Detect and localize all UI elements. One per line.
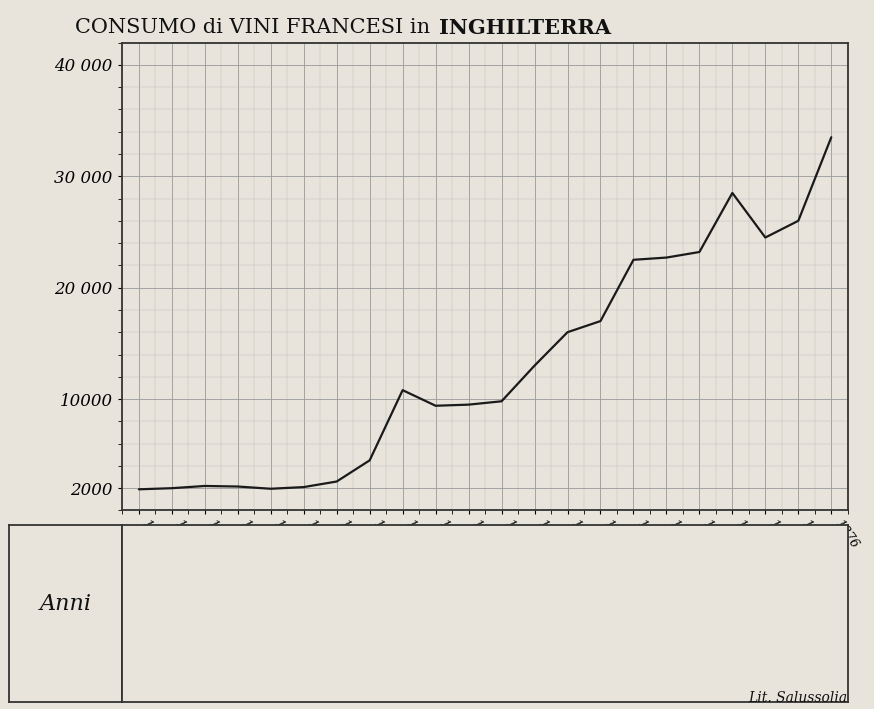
Text: CONSUMO di VINI FRANCESI in: CONSUMO di VINI FRANCESI in	[75, 18, 437, 37]
Text: Anni: Anni	[39, 593, 92, 615]
Text: INGHILTERRA: INGHILTERRA	[439, 18, 611, 38]
Text: Lit. Salussolia: Lit. Salussolia	[749, 691, 848, 705]
